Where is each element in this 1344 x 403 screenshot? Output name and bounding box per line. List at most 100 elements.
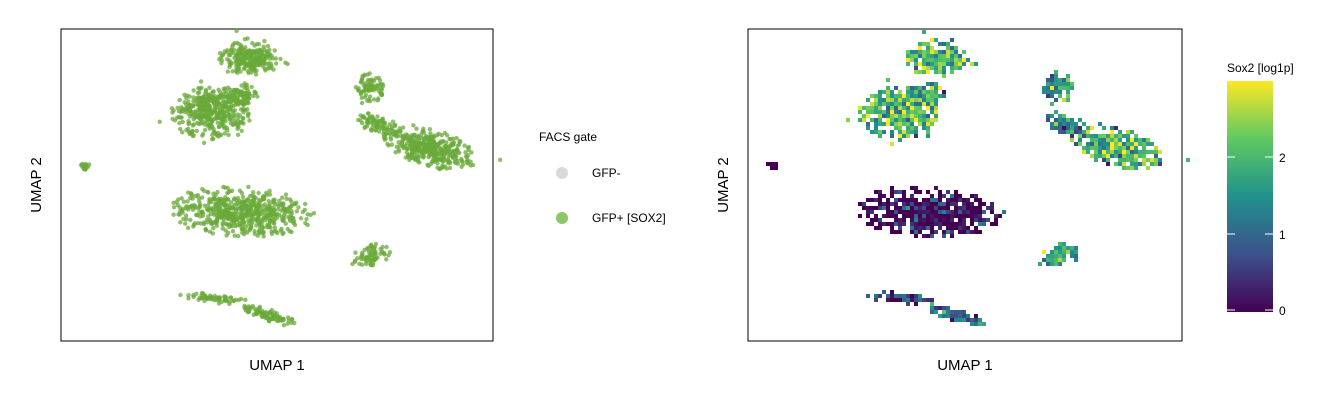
hexbin-cell bbox=[942, 206, 946, 210]
hexbin-cell bbox=[1130, 138, 1134, 142]
hexbin-cell bbox=[914, 126, 918, 130]
hexbin-cell bbox=[934, 210, 938, 214]
hexbin-cell bbox=[1118, 142, 1122, 146]
scatter-point bbox=[390, 119, 396, 124]
scatter-point bbox=[202, 203, 208, 208]
scatter-point bbox=[287, 218, 293, 223]
hexbin-cell bbox=[1054, 86, 1058, 90]
hexbin-cell bbox=[1082, 130, 1086, 134]
scatter-point bbox=[202, 119, 208, 124]
scatter-point bbox=[278, 228, 283, 233]
scatter-point bbox=[353, 250, 358, 255]
scatter-point bbox=[414, 139, 420, 144]
hexbin-cell bbox=[894, 298, 898, 302]
hexbin-cell bbox=[882, 98, 886, 102]
hexbin-cell bbox=[1122, 166, 1126, 170]
scatter-point bbox=[462, 143, 467, 148]
hexbin-cell bbox=[866, 126, 870, 130]
scatter-point bbox=[239, 190, 245, 196]
scatter-point bbox=[372, 247, 377, 252]
scatter-point bbox=[175, 115, 180, 120]
hexbin-cell bbox=[930, 234, 934, 238]
hexbin-cell bbox=[950, 202, 954, 206]
hexbin-cell bbox=[882, 290, 886, 294]
scatter-point bbox=[446, 154, 451, 159]
hexbin-cell bbox=[938, 86, 942, 90]
hexbin-cell bbox=[1066, 118, 1070, 122]
hexbin-cell bbox=[1070, 250, 1074, 254]
hexbin-cell bbox=[898, 98, 902, 102]
hexbin-cell bbox=[974, 206, 978, 210]
hexbin-cell bbox=[1066, 130, 1070, 134]
hexbin-cell bbox=[938, 210, 942, 214]
hexbin-cell bbox=[1086, 130, 1090, 134]
hexbin-cell bbox=[922, 114, 926, 118]
hexbin-cell bbox=[914, 50, 918, 54]
hexbin-cell bbox=[978, 214, 982, 218]
scatter-point bbox=[228, 200, 234, 205]
hexbin-cell bbox=[942, 58, 946, 62]
hexbin-cell bbox=[1118, 158, 1122, 162]
scatter-point bbox=[229, 216, 235, 221]
hexbin-cell bbox=[950, 198, 954, 202]
hexbin-cell bbox=[886, 206, 890, 210]
hexbin-cell bbox=[898, 206, 902, 210]
hexbin-cell bbox=[998, 214, 1002, 218]
hexbin-cell bbox=[874, 106, 878, 110]
hexbin-cell bbox=[1142, 142, 1146, 146]
hexbin-cell bbox=[1058, 122, 1062, 126]
hexbin-cell bbox=[770, 162, 774, 166]
hexbin-cell bbox=[898, 102, 902, 106]
hexbin-cell bbox=[910, 58, 914, 62]
hexbin-cell bbox=[1150, 158, 1154, 162]
hexbin-cell bbox=[1118, 146, 1122, 150]
scatter-point bbox=[407, 134, 413, 140]
hexbin-cell bbox=[946, 202, 950, 206]
scatter-point bbox=[289, 208, 294, 214]
hexbin-cell bbox=[1058, 130, 1062, 134]
scatter-point bbox=[239, 60, 245, 65]
hexbin-cell bbox=[1066, 82, 1070, 86]
hexbin-cell bbox=[926, 42, 930, 46]
scatter-point bbox=[228, 95, 233, 101]
scatter-point bbox=[356, 86, 361, 91]
hexbin-cell bbox=[1130, 166, 1134, 170]
scatter-point bbox=[463, 150, 468, 155]
scatter-point bbox=[184, 204, 189, 209]
scatter-point bbox=[231, 197, 237, 202]
right-x-axis-label: UMAP 1 bbox=[937, 357, 993, 374]
hexbin-cell bbox=[958, 58, 962, 62]
scatter-point bbox=[201, 94, 206, 99]
scatter-point bbox=[247, 91, 252, 97]
hexbin-cell bbox=[922, 58, 926, 62]
hexbin-cell bbox=[1098, 150, 1102, 154]
hexbin-cell bbox=[1090, 138, 1094, 142]
hexbin-cell bbox=[958, 230, 962, 234]
scatter-point bbox=[377, 129, 382, 134]
hexbin-cell bbox=[958, 62, 962, 66]
scatter-point bbox=[227, 222, 232, 227]
scatter-point bbox=[214, 105, 219, 111]
hexbin-cell bbox=[894, 114, 898, 118]
hexbin-cell bbox=[906, 118, 910, 122]
hexbin-cell bbox=[898, 122, 902, 126]
hexbin-cell bbox=[874, 130, 878, 134]
hexbin-cell bbox=[934, 222, 938, 226]
hexbin-cell bbox=[1106, 134, 1110, 138]
hexbin-cell bbox=[986, 218, 990, 222]
hexbin-cell bbox=[1126, 142, 1130, 146]
hexbin-cell bbox=[1146, 138, 1150, 142]
scatter-point bbox=[195, 90, 201, 96]
scatter-point bbox=[261, 208, 267, 213]
hexbin-cell bbox=[910, 118, 914, 122]
hexbin-cell bbox=[930, 98, 934, 102]
scatter-point bbox=[379, 86, 384, 91]
scatter-point bbox=[261, 225, 266, 230]
scatter-point bbox=[426, 146, 431, 151]
scatter-point bbox=[264, 190, 269, 196]
hexbin-cell bbox=[1106, 150, 1110, 154]
hexbin-cell bbox=[1130, 158, 1134, 162]
hexbin-cell bbox=[1066, 78, 1070, 82]
hexbin-cell bbox=[1106, 138, 1110, 142]
hexbin-cell bbox=[950, 230, 954, 234]
